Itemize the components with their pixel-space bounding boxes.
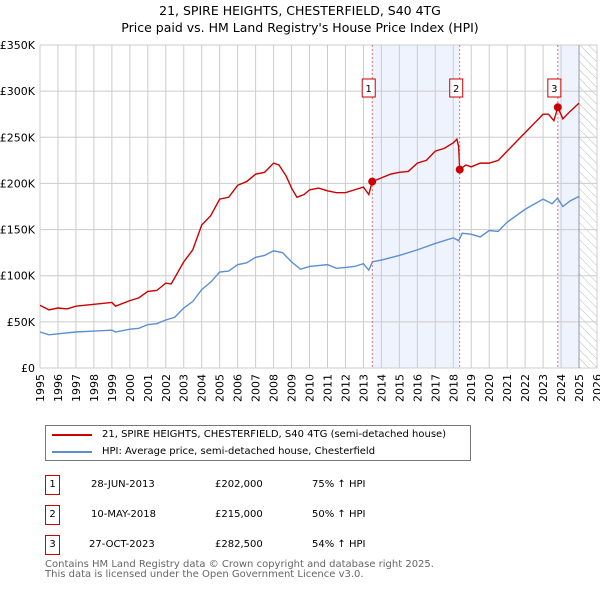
sale-marker: 2 — [45, 505, 60, 525]
sale-label: 2 — [453, 84, 459, 95]
price-chart: 1995 1996 1997 1998 1999 2000 2001 2002 2003 2004… — [0, 39, 600, 402]
legend-swatch-red — [52, 433, 92, 436]
x-tick-label: 2009 — [286, 374, 299, 402]
footer: Contains HM Land Registry data © Crown c… — [45, 560, 434, 580]
y-tick-label: £200K — [0, 177, 36, 190]
x-tick-label: 2005 — [214, 374, 227, 402]
x-tick-label: 2001 — [142, 374, 155, 402]
sale-price: £215,000 — [215, 509, 263, 520]
chart-title: 21, SPIRE HEIGHTS, CHESTERFIELD, S40 4TG… — [0, 2, 600, 36]
sale-marker: 1 — [45, 475, 60, 495]
shaded-region — [557, 45, 580, 368]
sale-hpi: 75% ↑ HPI — [312, 479, 366, 490]
forecast-hatch — [579, 45, 597, 368]
x-tick-label: 2014 — [375, 374, 388, 402]
x-tick-label: 2006 — [232, 374, 245, 402]
shaded-region — [372, 45, 460, 368]
x-tick-label: 2017 — [429, 374, 442, 402]
sale-point — [368, 177, 377, 186]
x-tick-label: 2000 — [124, 374, 137, 402]
x-tick-label: 2023 — [537, 374, 550, 402]
table-row: 2 10-MAY-2018 £215,000 50% ↑ HPI — [45, 505, 465, 525]
y-tick-label: £0 — [21, 362, 35, 375]
y-tick-label: £150K — [0, 224, 36, 237]
sale-point — [553, 103, 562, 112]
legend-label: 21, SPIRE HEIGHTS, CHESTERFIELD, S40 4TG… — [102, 429, 447, 440]
legend-item-hpi: HPI: Average price, semi-detached house,… — [52, 446, 375, 457]
x-tick-label: 2026 — [591, 374, 600, 402]
x-tick-label: 1995 — [34, 374, 47, 402]
x-tick-label: 1996 — [52, 374, 65, 402]
x-tick-label: 2020 — [483, 374, 496, 402]
sale-price: £202,000 — [215, 479, 263, 490]
sale-label-box — [361, 78, 376, 98]
y-tick-label: £250K — [0, 131, 36, 144]
table-row: 3 27-OCT-2023 £282,500 54% ↑ HPI — [45, 535, 465, 555]
sale-point — [455, 165, 464, 174]
y-tick-label: £300K — [0, 85, 36, 98]
x-tick-label: 2013 — [357, 374, 370, 402]
series-line — [39, 195, 580, 336]
sale-label: 3 — [551, 84, 557, 95]
x-tick-label: 2016 — [411, 374, 424, 402]
subtitle: Price paid vs. HM Land Registry's House … — [121, 20, 479, 35]
x-tick-label: 2012 — [339, 374, 352, 402]
sale-label-box — [547, 78, 562, 98]
series-line — [39, 102, 580, 311]
y-tick-label: £50K — [7, 316, 36, 329]
x-tick-label: 2008 — [268, 374, 281, 402]
sale-label: 1 — [366, 84, 372, 95]
y-tick-label: £350K — [0, 39, 36, 52]
footer-line: This data is licensed under the Open Gov… — [45, 569, 364, 580]
footer-line: Contains HM Land Registry data © Crown c… — [45, 559, 434, 570]
sale-label-box — [449, 78, 464, 98]
y-tick-label: £100K — [0, 270, 36, 283]
sale-hpi: 50% ↑ HPI — [312, 509, 366, 520]
table-row: 1 28-JUN-2013 £202,000 75% ↑ HPI — [45, 475, 465, 495]
x-tick-label: 2011 — [321, 374, 334, 402]
sale-date: 10-MAY-2018 — [91, 509, 157, 520]
x-tick-label: 2019 — [465, 374, 478, 402]
x-tick-label: 1999 — [106, 374, 119, 402]
x-tick-label: 2010 — [304, 374, 317, 402]
x-tick-label: 2018 — [447, 374, 460, 402]
x-tick-label: 2002 — [160, 374, 173, 402]
sale-date: 28-JUN-2013 — [91, 479, 155, 490]
legend-swatch-blue — [52, 450, 92, 453]
x-tick-label: 2022 — [519, 374, 532, 402]
x-tick-label: 2024 — [555, 374, 568, 402]
sale-price: £282,500 — [215, 539, 263, 550]
x-tick-label: 2003 — [178, 374, 191, 402]
x-tick-label: 1997 — [70, 374, 83, 402]
sale-marker: 3 — [45, 535, 60, 555]
x-tick-label: 2021 — [501, 374, 514, 402]
x-tick-label: 2007 — [250, 374, 263, 402]
x-tick-label: 2015 — [393, 374, 406, 402]
x-tick-label: 2004 — [196, 374, 209, 402]
sale-hpi: 54% ↑ HPI — [312, 539, 366, 550]
legend-item-property: 21, SPIRE HEIGHTS, CHESTERFIELD, S40 4TG… — [52, 429, 446, 440]
x-tick-label: 1998 — [88, 374, 101, 402]
legend: 21, SPIRE HEIGHTS, CHESTERFIELD, S40 4TG… — [45, 425, 471, 461]
title: 21, SPIRE HEIGHTS, CHESTERFIELD, S40 4TG — [159, 3, 441, 18]
sale-date: 27-OCT-2023 — [89, 539, 155, 550]
x-tick-label: 2025 — [573, 374, 586, 402]
legend-label: HPI: Average price, semi-detached house,… — [102, 446, 376, 457]
